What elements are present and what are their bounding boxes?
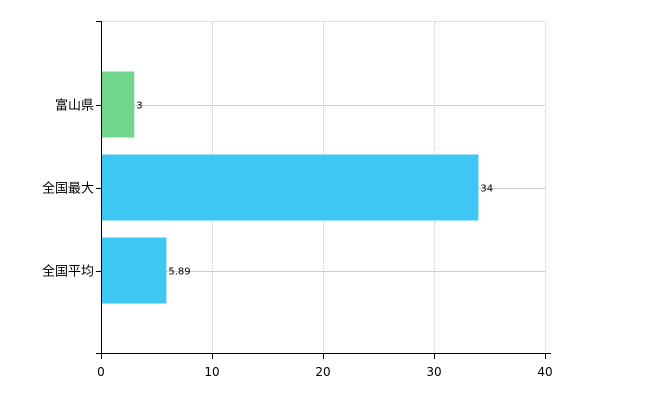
bar-3 xyxy=(101,237,167,304)
data-label-2: 34 xyxy=(480,184,493,195)
category-label-1: 富山県 xyxy=(55,98,94,114)
x-tick-label: 20 xyxy=(315,365,330,379)
category-label-2: 全国最大 xyxy=(42,181,94,197)
bar-2 xyxy=(101,154,479,221)
x-tick-label: 10 xyxy=(204,365,219,379)
x-tick-label: 40 xyxy=(537,365,552,379)
data-label-1: 3 xyxy=(136,101,142,112)
data-label-3: 5.89 xyxy=(168,267,190,278)
category-label-3: 全国平均 xyxy=(42,264,94,280)
x-tick-label: 0 xyxy=(97,365,105,379)
bar-1 xyxy=(101,71,135,138)
axes xyxy=(96,21,551,359)
x-tick-label: 30 xyxy=(426,365,441,379)
bars xyxy=(101,71,479,304)
